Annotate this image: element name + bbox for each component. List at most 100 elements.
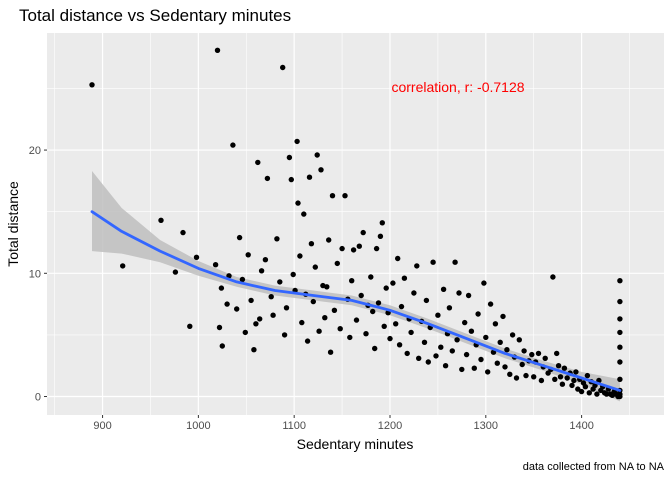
y-axis-label: Total distance (5, 181, 21, 267)
data-point (440, 286, 447, 292)
data-point (226, 273, 232, 279)
data-point (465, 292, 472, 299)
data-point (519, 361, 525, 368)
data-point (555, 363, 562, 369)
data-point (308, 241, 315, 247)
data-point (230, 142, 236, 148)
data-point (586, 390, 592, 396)
x-tick-label: 1400 (569, 420, 593, 432)
data-point (337, 326, 343, 332)
data-point (414, 263, 420, 269)
data-point (617, 376, 623, 382)
data-point (356, 243, 362, 249)
data-point (398, 303, 405, 310)
data-points (89, 47, 623, 400)
data-point (295, 200, 301, 206)
data-point (329, 193, 336, 199)
data-point (236, 234, 243, 241)
data-point (408, 329, 414, 336)
data-point (318, 167, 324, 173)
data-point (395, 255, 401, 262)
data-point (617, 359, 623, 365)
data-point (509, 332, 516, 338)
data-point (379, 220, 385, 226)
data-point (561, 365, 568, 371)
data-point (334, 260, 340, 267)
data-point (459, 366, 465, 373)
data-point (283, 305, 290, 311)
data-point (219, 343, 225, 349)
data-point (396, 342, 403, 348)
data-point (253, 321, 259, 327)
data-point (372, 345, 378, 352)
data-point (483, 334, 489, 341)
data-point (370, 308, 376, 315)
data-point (353, 317, 360, 323)
data-point (416, 355, 422, 361)
data-point (363, 331, 369, 337)
data-point (617, 316, 623, 322)
data-point (516, 337, 522, 343)
data-point (277, 279, 283, 285)
data-point (390, 280, 396, 286)
data-point (575, 386, 581, 392)
data-point (314, 152, 320, 158)
data-point (507, 371, 513, 377)
data-point (245, 252, 251, 258)
data-point (264, 175, 271, 182)
data-point (487, 301, 494, 307)
data-point (193, 254, 200, 260)
data-point (310, 298, 316, 305)
plot-panel (47, 33, 664, 415)
y-axis-ticks: 0 10 20 (29, 145, 47, 404)
data-point (347, 334, 353, 341)
data-point (180, 229, 186, 236)
confidence-ribbon (92, 171, 620, 402)
data-point (411, 290, 417, 296)
data-point (324, 284, 330, 290)
minor-gridlines (47, 33, 664, 415)
x-tick-label: 1100 (282, 420, 306, 432)
data-point (594, 391, 600, 397)
data-point (172, 269, 179, 275)
chart-caption: data collected from NA to NA (523, 461, 665, 473)
data-point (274, 236, 280, 242)
data-point (529, 351, 535, 358)
data-point (290, 271, 296, 278)
data-point (383, 285, 389, 291)
data-point (531, 374, 537, 380)
data-point (446, 305, 453, 311)
data-point (234, 306, 240, 312)
data-point (535, 350, 542, 357)
data-point (603, 391, 610, 397)
data-point (255, 159, 261, 166)
data-point (368, 274, 374, 280)
data-point (306, 174, 313, 180)
data-point (542, 355, 548, 361)
data-point (214, 47, 221, 53)
data-point (442, 363, 449, 369)
data-point (425, 359, 431, 365)
data-point (375, 300, 382, 306)
data-point (288, 176, 294, 183)
data-point (331, 307, 338, 313)
x-axis-label: Sedentary minutes (297, 436, 414, 452)
data-point (350, 247, 357, 253)
data-point (89, 82, 95, 88)
smooth-trend-line (90, 210, 622, 392)
data-point (251, 347, 257, 353)
data-point (304, 338, 311, 344)
data-point (538, 377, 545, 384)
data-point (377, 233, 384, 239)
data-point (212, 262, 219, 268)
data-point (358, 292, 364, 299)
data-point (550, 274, 556, 280)
data-point (471, 365, 477, 371)
data-point (468, 328, 475, 334)
data-point (286, 154, 293, 161)
correlation-annotation: correlation, r: -0.7128 (391, 79, 524, 95)
data-point (617, 298, 623, 305)
data-point (557, 374, 564, 380)
data-point (492, 321, 499, 327)
smooth-line (90, 210, 622, 392)
